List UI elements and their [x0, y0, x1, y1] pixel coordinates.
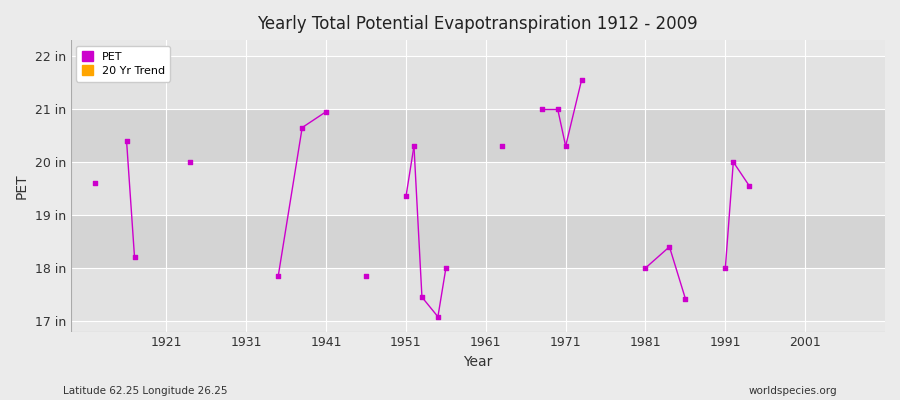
- Bar: [71, 109, 885, 162]
- Point: [638, 265, 652, 271]
- Point: [87, 180, 102, 186]
- Point: [495, 143, 509, 149]
- Title: Yearly Total Potential Evapotranspiration 1912 - 2009: Yearly Total Potential Evapotranspiratio…: [257, 15, 698, 33]
- Point: [295, 124, 310, 131]
- Bar: [71, 268, 885, 321]
- Point: [438, 265, 453, 271]
- Legend: PET, 20 Yr Trend: PET, 20 Yr Trend: [76, 46, 170, 82]
- Text: Latitude 62.25 Longitude 26.25: Latitude 62.25 Longitude 26.25: [63, 386, 228, 396]
- Point: [726, 159, 741, 165]
- Y-axis label: PET: PET: [15, 173, 29, 199]
- Point: [319, 108, 333, 115]
- Point: [559, 143, 573, 149]
- Point: [742, 183, 757, 189]
- Bar: [71, 215, 885, 268]
- Point: [359, 273, 374, 279]
- Point: [551, 106, 565, 112]
- Bar: [71, 56, 885, 109]
- Point: [431, 314, 446, 320]
- Point: [662, 244, 677, 250]
- Point: [184, 159, 198, 165]
- Point: [127, 254, 141, 260]
- Point: [718, 265, 733, 271]
- Bar: [71, 162, 885, 215]
- Text: worldspecies.org: worldspecies.org: [749, 386, 837, 396]
- Point: [407, 143, 421, 149]
- Point: [271, 273, 285, 279]
- Point: [535, 106, 549, 112]
- Point: [679, 296, 693, 302]
- X-axis label: Year: Year: [464, 355, 492, 369]
- Point: [415, 294, 429, 300]
- Point: [120, 138, 134, 144]
- Point: [399, 193, 413, 200]
- Point: [574, 77, 589, 83]
